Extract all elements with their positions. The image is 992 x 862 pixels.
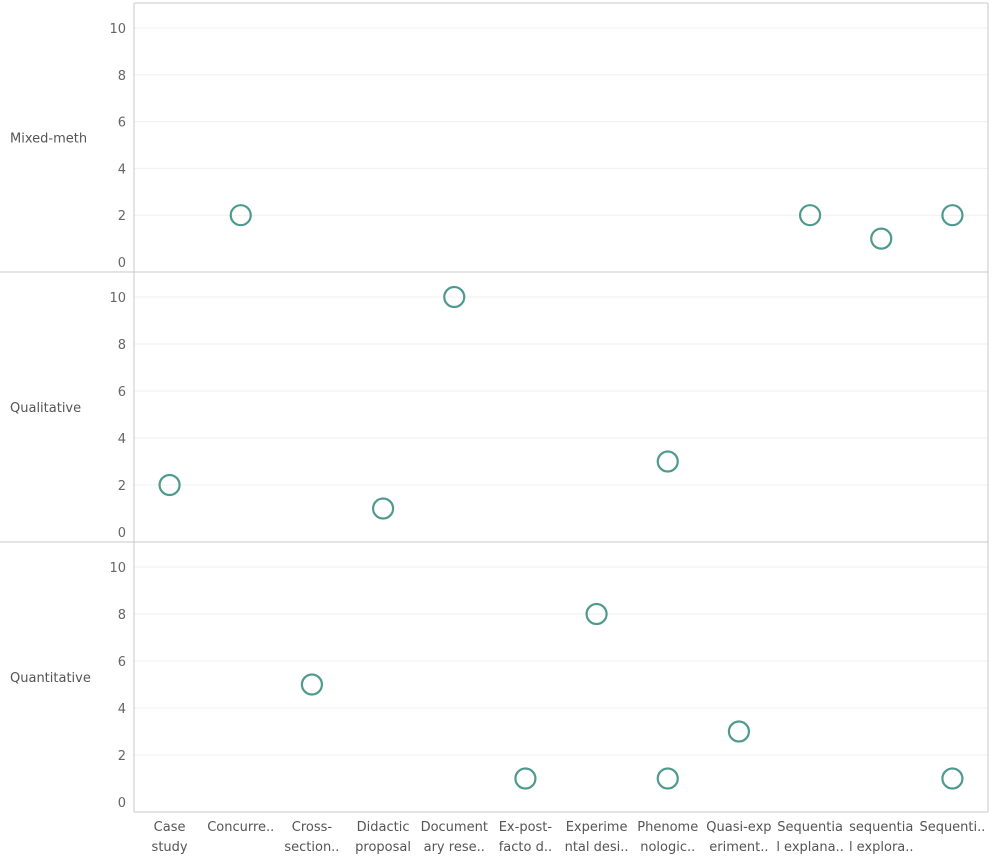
data-point — [158, 473, 181, 497]
x-tick-label: Quasi-exp eriment.. — [706, 820, 771, 855]
y-tick-label: 8 — [118, 338, 126, 353]
x-tick-label: sequentia l explora.. — [849, 820, 914, 855]
y-tick-label: 10 — [109, 561, 126, 576]
data-point — [656, 450, 679, 473]
y-tick-label: 10 — [109, 22, 126, 37]
data-point — [798, 204, 822, 227]
x-tick-label: Concurre.. — [207, 820, 274, 835]
y-tick-label: 4 — [118, 432, 126, 447]
y-tick-label: 8 — [118, 608, 126, 623]
y-tick-label: 0 — [118, 526, 126, 541]
y-tick-label: 2 — [118, 749, 126, 764]
x-tick-label: Didactic proposal — [355, 820, 411, 855]
data-point — [941, 767, 964, 790]
x-tick-label: Cross-section.. — [284, 820, 339, 855]
x-tick-label: Document ary rese.. — [421, 820, 488, 855]
y-tick-label: 6 — [118, 385, 126, 400]
data-point — [443, 285, 466, 309]
y-tick-label: 8 — [118, 69, 126, 84]
data-point — [371, 497, 395, 520]
y-tick-label: 2 — [118, 209, 126, 224]
y-tick-label: 0 — [118, 256, 126, 271]
row-label: Quantitative — [10, 671, 91, 686]
data-point — [727, 720, 751, 743]
data-point — [300, 673, 324, 696]
y-tick-label: 2 — [118, 479, 126, 494]
x-tick-label: Sequenti.. — [919, 820, 985, 835]
y-tick-label: 4 — [118, 162, 126, 177]
y-tick-label: 10 — [109, 291, 126, 306]
row-label: Mixed-meth — [10, 132, 87, 147]
y-tick-label: 6 — [118, 116, 126, 131]
data-point — [585, 602, 608, 626]
data-point — [656, 767, 679, 790]
x-tick-label: Case study — [152, 820, 188, 855]
x-tick-label: Experime ntal desi.. — [565, 820, 629, 855]
x-tick-label: Ex-post-facto d.. — [499, 820, 553, 855]
y-tick-label: 4 — [118, 702, 126, 717]
y-tick-label: 0 — [118, 796, 126, 811]
x-tick-label: Sequentia l explana.. — [776, 820, 844, 855]
data-point — [870, 227, 893, 250]
y-tick-label: 6 — [118, 655, 126, 670]
x-tick-label: Phenome nologic.. — [637, 820, 698, 855]
data-point — [514, 767, 537, 790]
data-point — [941, 204, 964, 227]
row-label: Qualitative — [10, 401, 81, 416]
data-point — [229, 204, 252, 227]
